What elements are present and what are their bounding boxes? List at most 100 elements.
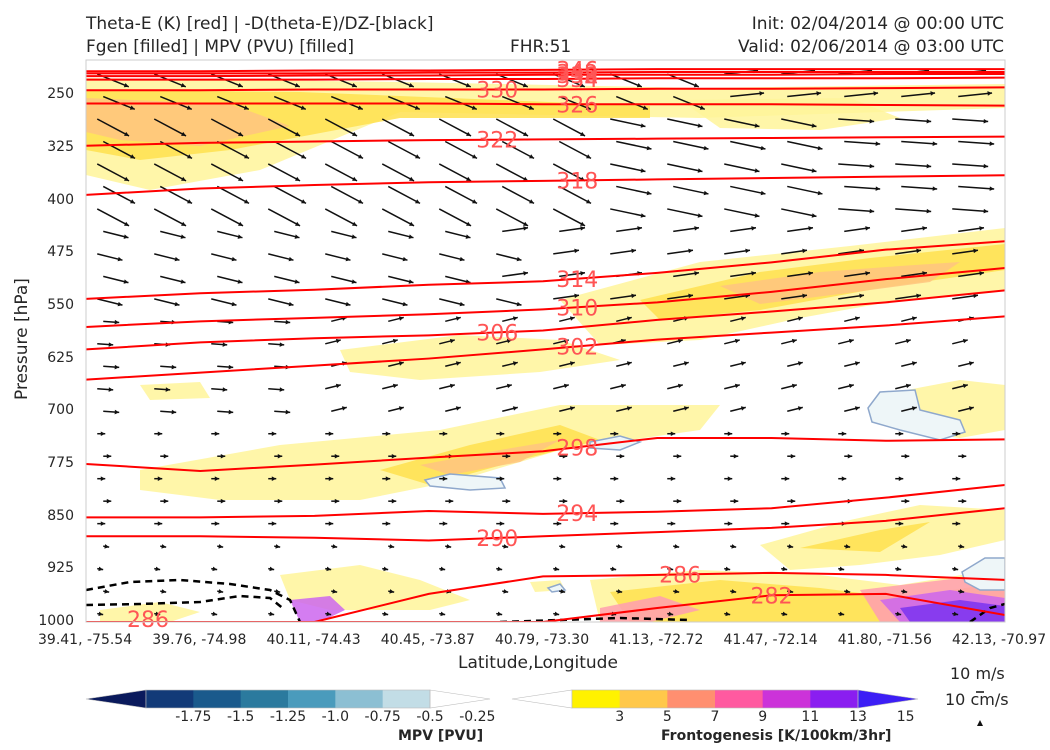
wind-vector-head bbox=[459, 256, 465, 262]
wind-vector-head bbox=[503, 589, 509, 594]
wind-vector-head bbox=[745, 248, 750, 254]
wind-vector-head bbox=[816, 91, 822, 96]
wind-vector-head bbox=[668, 566, 674, 572]
wind-vector-head bbox=[683, 361, 689, 366]
wind-vector-head bbox=[212, 566, 218, 572]
wind-vector-head bbox=[117, 301, 123, 307]
wind-vector-head bbox=[1026, 316, 1031, 320]
wind-vector-head bbox=[898, 476, 904, 481]
wind-vector-head bbox=[854, 361, 860, 366]
wind-vector-head bbox=[398, 406, 404, 411]
wind-vector-head bbox=[797, 406, 803, 411]
wind-vector-head bbox=[243, 105, 249, 110]
wind-vector-head bbox=[904, 498, 910, 504]
x-tick-5: 41.13, -72.72 bbox=[609, 632, 704, 648]
wind-vector bbox=[952, 118, 989, 123]
dashed-contour-3 bbox=[969, 602, 1005, 622]
wind-vector-head bbox=[352, 221, 358, 226]
x-tick-7: 41.80, -71.56 bbox=[837, 632, 932, 648]
wind-vector-head bbox=[1026, 361, 1031, 365]
wind-vector-head bbox=[391, 498, 397, 504]
colorbar-0-segment bbox=[146, 690, 194, 708]
wind-vector-head bbox=[740, 406, 746, 411]
theta-e-contour-294 bbox=[86, 484, 1005, 519]
wind-vector-head bbox=[279, 387, 285, 392]
y-tick-250: 250 bbox=[47, 86, 74, 103]
theta-e-label-294: 294 bbox=[556, 502, 598, 527]
wind-vector bbox=[952, 208, 989, 213]
wind-vector-head bbox=[471, 105, 477, 110]
wind-vector-head bbox=[1016, 589, 1021, 593]
wind-vector bbox=[210, 208, 244, 227]
x-tick-1: 39.76, -74.98 bbox=[152, 632, 247, 648]
wind-vector-head bbox=[979, 226, 984, 231]
y-tick-325: 325 bbox=[47, 138, 74, 155]
wind-vector-head bbox=[1041, 164, 1046, 169]
colorbar-0-segment bbox=[382, 690, 431, 708]
wind-vector-head bbox=[98, 611, 104, 617]
wind-vector bbox=[901, 92, 936, 98]
wind-vector-head bbox=[953, 611, 959, 617]
wind-vector bbox=[901, 140, 938, 145]
wind-vector bbox=[838, 118, 875, 123]
wind-vector-head bbox=[402, 256, 408, 262]
wind-vector bbox=[844, 92, 879, 98]
wind-vector-head bbox=[275, 544, 281, 549]
wind-vector-head bbox=[465, 83, 471, 88]
wind-vector-head bbox=[1041, 119, 1046, 124]
x-tick-2: 40.11, -74.43 bbox=[266, 632, 361, 648]
frontogenesis-fill-20 bbox=[900, 600, 1005, 622]
wind-vector-head bbox=[186, 105, 192, 110]
wind-vector-head bbox=[124, 176, 130, 181]
wind-vector-head bbox=[668, 611, 674, 617]
wind-vector-head bbox=[212, 611, 218, 617]
wind-vector-head bbox=[415, 154, 421, 159]
wind-vector-head bbox=[455, 406, 461, 411]
wind-vector-head bbox=[512, 361, 518, 366]
wind-vector-head bbox=[295, 221, 301, 226]
wind-vector-head bbox=[646, 190, 652, 196]
wind-vector bbox=[895, 118, 932, 123]
colorbar-0-tick-2: -1.25 bbox=[269, 709, 307, 725]
wind-vector-head bbox=[987, 91, 993, 96]
wind-vector-head bbox=[733, 498, 739, 504]
wind-vector-head bbox=[631, 248, 636, 254]
wind-vector bbox=[438, 163, 472, 182]
wind-vector bbox=[667, 163, 703, 173]
wind-vector bbox=[1015, 186, 1050, 189]
wind-vector-head bbox=[123, 279, 129, 284]
wind-vector bbox=[666, 73, 700, 88]
wind-vector-head bbox=[332, 589, 338, 594]
wind-vector-head bbox=[180, 234, 186, 239]
wind-vector-head bbox=[351, 234, 357, 239]
theta-e-label-342: 342 bbox=[556, 61, 598, 86]
wind-vector-head bbox=[523, 176, 529, 181]
wind-vector-head bbox=[238, 131, 244, 136]
wind-vector-head bbox=[218, 544, 224, 549]
wind-vector bbox=[495, 118, 529, 137]
wind-vector-head bbox=[385, 476, 391, 481]
wind-vector-head bbox=[554, 566, 560, 572]
wind-vector bbox=[96, 118, 130, 137]
wind-vector-head bbox=[499, 476, 505, 481]
wind-vector-head bbox=[580, 271, 585, 276]
wind-vector-head bbox=[228, 364, 234, 370]
wind-vector bbox=[730, 92, 765, 98]
wind-vector bbox=[787, 140, 823, 150]
wind-vector-head bbox=[512, 406, 518, 411]
wind-vector bbox=[552, 163, 586, 182]
wind-vector bbox=[730, 140, 766, 150]
wind-vector-head bbox=[398, 316, 404, 321]
wind-vector-head bbox=[222, 342, 228, 347]
wind-vector-head bbox=[694, 226, 699, 231]
wind-vector-head bbox=[409, 221, 415, 226]
wind-vector-head bbox=[640, 123, 646, 128]
wind-vector-head bbox=[676, 498, 682, 504]
wind-vector-head bbox=[1010, 612, 1015, 616]
wind-vector-head bbox=[754, 123, 760, 128]
wind-vector-head bbox=[1010, 567, 1015, 571]
wind-vector bbox=[558, 140, 592, 160]
wind-vector-head bbox=[733, 453, 739, 459]
wind-vector-head bbox=[817, 145, 823, 151]
wind-vector-head bbox=[529, 199, 535, 204]
